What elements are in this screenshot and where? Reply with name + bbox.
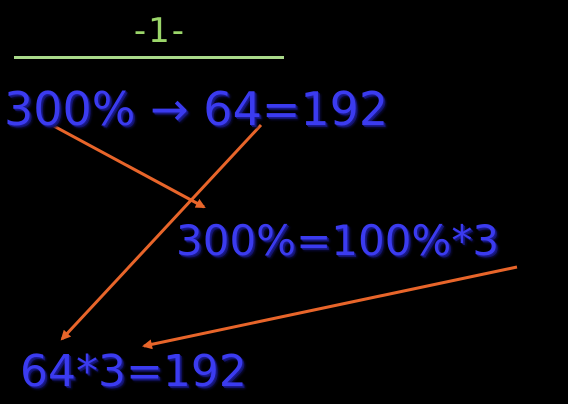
arrow-64-to-product bbox=[60, 123, 263, 341]
arrow-percent-to-expanded bbox=[49, 122, 206, 209]
equation-percent-of-number: 300% → 64=192 bbox=[4, 82, 389, 136]
equation-percent-as-multiple: 300%=100%*3 bbox=[176, 216, 500, 265]
title-underline bbox=[14, 56, 284, 59]
equation-product: 64*3=192 bbox=[20, 346, 247, 397]
arrow-factor-to-product bbox=[142, 265, 518, 350]
slide-number: -1- bbox=[133, 11, 187, 51]
